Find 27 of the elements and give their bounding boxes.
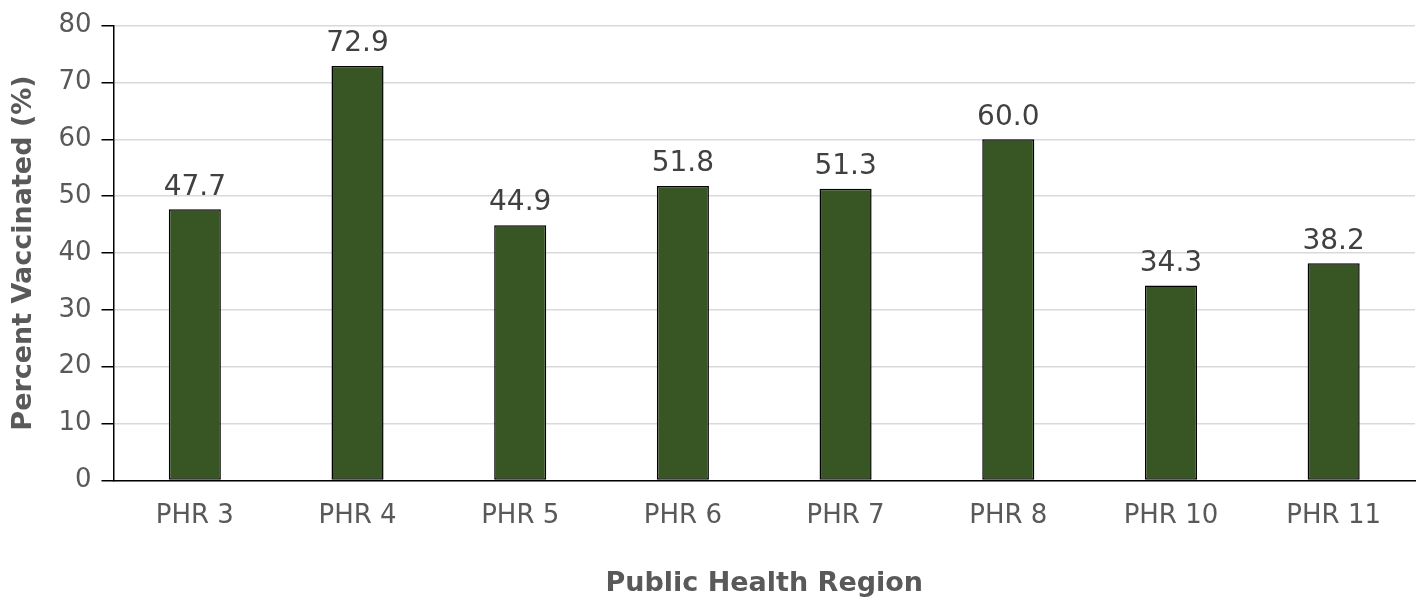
x-tick-label: PHR 10 — [1123, 498, 1219, 529]
data-label: 44.9 — [489, 184, 552, 218]
data-label: 51.8 — [651, 145, 715, 179]
x-axis-title: Public Health Region — [605, 565, 924, 597]
y-tick-label: 80 — [58, 8, 92, 39]
y-axis-title: Percent Vaccinated (%) — [6, 75, 38, 431]
data-label: 38.2 — [1302, 222, 1365, 256]
y-tick-label: 30 — [58, 292, 92, 323]
x-tick-label: PHR 8 — [969, 498, 1048, 529]
x-tick-label: PHR 5 — [481, 498, 560, 529]
y-tick-label: 50 — [58, 178, 92, 209]
data-label: 72.9 — [326, 25, 389, 59]
data-label: 60.0 — [977, 98, 1040, 132]
x-tick-label: PHR 6 — [643, 498, 722, 529]
y-tick-label: 0 — [74, 463, 92, 494]
data-label: 34.3 — [1139, 244, 1203, 278]
y-tick-label: 40 — [58, 235, 92, 266]
y-tick-label: 70 — [58, 65, 92, 96]
x-tick-label: PHR 11 — [1286, 498, 1381, 529]
y-tick-label: 20 — [58, 349, 92, 380]
x-tick-label: PHR 3 — [155, 498, 234, 529]
x-tick-label: PHR 4 — [318, 498, 397, 529]
data-label: 47.7 — [163, 168, 226, 202]
x-tick-label: PHR 7 — [806, 498, 885, 529]
y-tick-label: 60 — [58, 122, 92, 153]
y-tick-label: 10 — [58, 406, 92, 437]
data-label: 51.3 — [814, 148, 877, 182]
